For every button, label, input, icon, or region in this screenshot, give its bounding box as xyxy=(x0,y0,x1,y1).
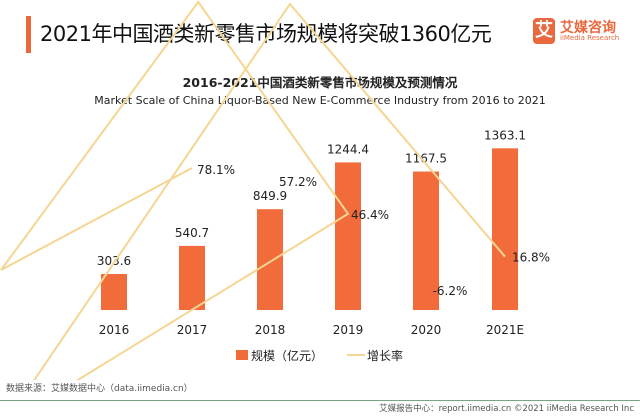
bar-label-2021E: 1363.1 xyxy=(484,128,526,142)
bar-label-2018: 849.9 xyxy=(253,189,287,203)
footer-divider xyxy=(0,400,640,401)
chart: 303.62016540.72017849.920181244.42019116… xyxy=(0,0,550,380)
chart-subtitle: Market Scale of China Liquor-Based New E… xyxy=(94,94,546,107)
x-tick-2021E: 2021E xyxy=(486,323,524,337)
logo: 艾 艾媒咨询 iiMedia Research xyxy=(533,18,619,44)
line-label-2017: 78.1% xyxy=(197,163,235,177)
line-label-2019: 46.4% xyxy=(351,208,389,222)
x-tick-2017: 2017 xyxy=(177,323,208,337)
legend-bar-swatch xyxy=(236,350,248,360)
x-tick-2020: 2020 xyxy=(411,323,442,337)
bar-2020 xyxy=(413,171,439,310)
bar-2021E xyxy=(492,148,518,310)
growth-rate-line xyxy=(0,0,506,380)
x-tick-2018: 2018 xyxy=(255,323,286,337)
bar-2016 xyxy=(101,273,127,310)
page-title: 2021年中国酒类新零售市场规模将突破1360亿元 xyxy=(40,22,492,46)
line-label-2021E: 16.8% xyxy=(512,251,550,265)
logo-en: iiMedia Research xyxy=(560,33,620,42)
line-label-2020: -6.2% xyxy=(433,284,468,298)
title-accent-bar xyxy=(26,16,31,53)
logo-mark: 艾 xyxy=(533,18,555,44)
bar-2018 xyxy=(257,209,283,310)
x-tick-2016: 2016 xyxy=(99,323,130,337)
legend-line-label: 增长率 xyxy=(367,348,403,363)
data-source: 数据来源：艾媒数据中心（data.iimedia.cn） xyxy=(6,384,193,394)
bar-label-2020: 1167.5 xyxy=(405,152,447,166)
bar-2017 xyxy=(179,245,205,310)
x-tick-2019: 2019 xyxy=(333,323,364,337)
legend-bar-label: 规模（亿元） xyxy=(251,348,323,363)
footer-credit: 艾媒报告中心：report.iimedia.cn ©2021 iiMedia R… xyxy=(379,404,634,414)
line-label-2018: 57.2% xyxy=(279,175,317,189)
bar-label-2017: 540.7 xyxy=(175,226,209,240)
bar-2019 xyxy=(335,162,361,310)
logo-cn: 艾媒咨询 xyxy=(560,19,616,36)
bar-label-2019: 1244.4 xyxy=(327,142,369,156)
